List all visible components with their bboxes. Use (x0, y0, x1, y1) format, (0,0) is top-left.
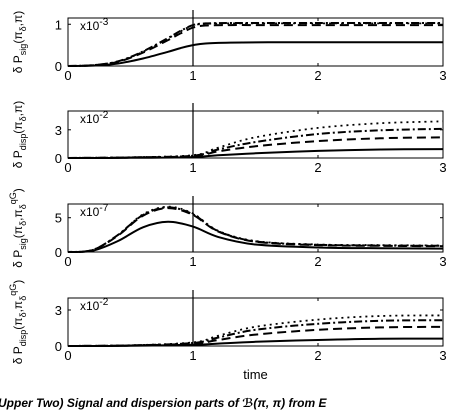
x-tick-label: 0 (64, 160, 71, 175)
x-axis-label: time (243, 367, 268, 382)
x-tick-label: 3 (439, 160, 446, 175)
y-tick-label: 0 (55, 339, 62, 354)
axes-box (67, 203, 444, 253)
x-tick-label: 2 (314, 254, 321, 269)
exponent-label: x10-2 (80, 297, 109, 313)
exponent-label: x10-3 (80, 17, 109, 33)
x-tick-label: 0 (64, 348, 71, 363)
y-tick-label: 3 (55, 303, 62, 318)
x-tick-label: 3 (439, 68, 446, 83)
axes-box (67, 110, 444, 159)
x-tick-label: 1 (189, 348, 196, 363)
axes-box (67, 297, 444, 347)
series-line-dashed (67, 136, 444, 159)
x-tick-label: 1 (189, 68, 196, 83)
chart-panel-4: 0 1 2 3 0 3 x10-2 δ Pdisp(πδ,πδqG) time (8, 280, 447, 382)
y-tick-label: 3 (55, 123, 62, 138)
exponent-label: x10-2 (80, 110, 109, 126)
chart-panel-3: 0 1 2 3 0 5 x10-7 δ Psig(πδ,πδqG) (8, 188, 447, 269)
series-line-dotted (67, 314, 444, 347)
y-axis-label: δ Pdisp(πδ,π) (11, 101, 28, 168)
x-tick-label: 3 (439, 254, 446, 269)
figure-caption: (Upper Two) Signal and dispersion parts … (0, 396, 327, 410)
series-line-dashed (67, 325, 444, 347)
chart-panel-2: 0 1 2 3 0 3 x10-2 δ Pdisp(πδ,π) (11, 101, 447, 175)
series-line-dashdot (67, 127, 444, 159)
x-tick-label: 0 (64, 68, 71, 83)
x-tick-label: 2 (314, 68, 321, 83)
y-tick-label: 0 (55, 151, 62, 166)
x-tick-label: 1 (189, 160, 196, 175)
exponent-label: x10-7 (80, 203, 109, 219)
series-line-solid (67, 220, 444, 253)
y-axis-label: δ Psig(πδ,π) (11, 11, 28, 73)
x-tick-label: 3 (439, 348, 446, 363)
series-line-dashed (67, 24, 443, 67)
x-tick-label: 1 (189, 254, 196, 269)
series-line-dashdot (67, 21, 443, 67)
x-tick-label: 0 (64, 254, 71, 269)
y-axis-label: δ Psig(πδ,πδqG) (8, 188, 28, 268)
series-line-dashdot (67, 319, 444, 347)
series-line-dashdot (67, 206, 444, 253)
series-line-solid (67, 41, 443, 67)
x-tick-label: 2 (314, 348, 321, 363)
y-tick-label: 1 (55, 17, 62, 32)
chart-panel-1: 0 1 2 3 0 1 x10-3 δ Psig(πδ,π) (11, 10, 447, 83)
y-tick-label: 5 (55, 211, 62, 226)
series-line-dotted (67, 120, 444, 159)
figure: 0 1 2 3 0 1 x10-3 δ Psig(πδ,π) 0 1 2 3 0 3 x10-2 δ Pdis… (8, 10, 447, 382)
y-tick-label: 0 (55, 59, 62, 74)
y-axis-label: δ Pdisp(πδ,πδqG) (8, 280, 28, 365)
x-tick-label: 2 (314, 160, 321, 175)
y-tick-label: 0 (55, 245, 62, 260)
